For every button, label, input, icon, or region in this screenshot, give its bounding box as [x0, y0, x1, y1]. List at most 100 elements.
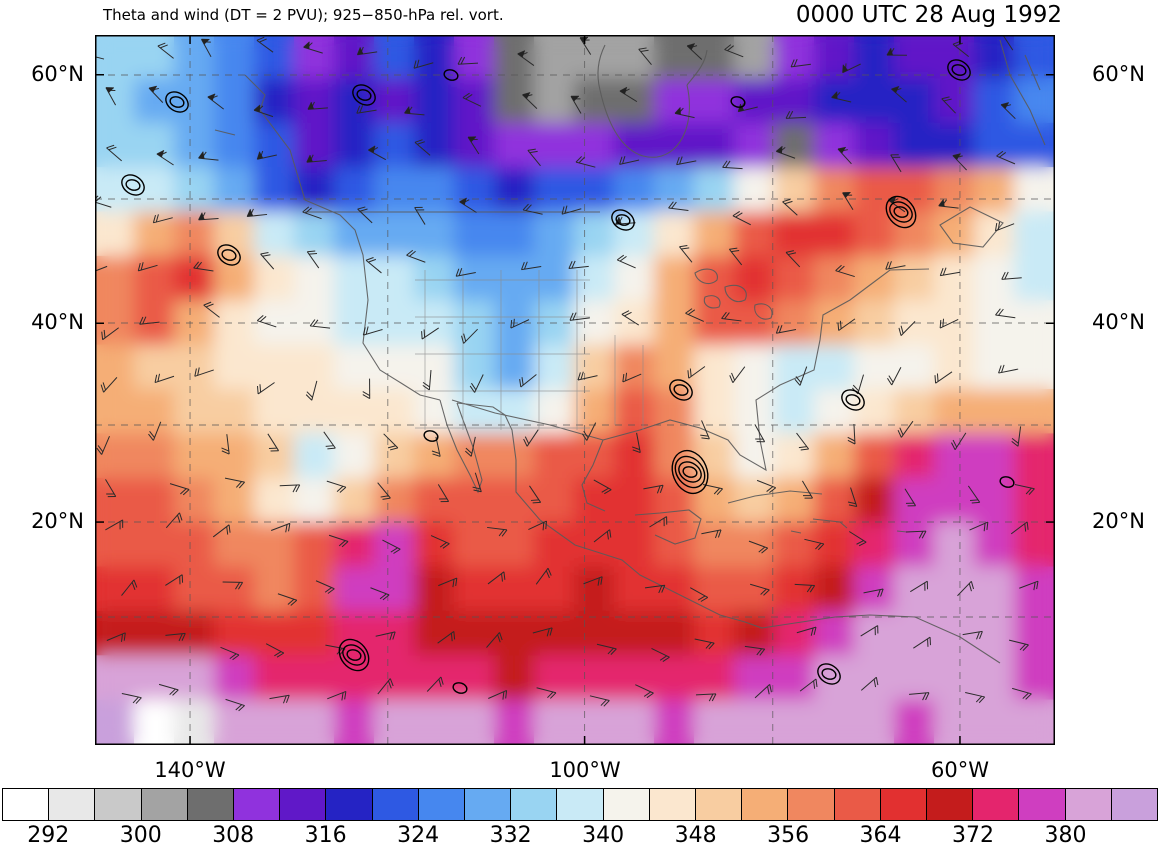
theta-cell — [534, 122, 576, 170]
theta-cell — [974, 300, 1016, 347]
theta-cell — [934, 566, 976, 613]
theta-cell — [214, 699, 256, 745]
wind-barb — [437, 631, 456, 644]
wind-barb — [488, 690, 508, 700]
theta-cell — [294, 655, 336, 702]
barb-tick — [698, 595, 706, 601]
theta-cell — [214, 344, 256, 391]
theta-cell — [734, 433, 776, 480]
theta-cell — [974, 344, 1016, 391]
wind-barb — [158, 683, 179, 696]
theta-cell — [614, 35, 656, 81]
theta-cell — [974, 522, 1016, 569]
wind-barb — [724, 44, 744, 58]
theta-cell — [854, 255, 896, 303]
wind-barb — [307, 101, 328, 110]
barb-tick — [767, 686, 770, 695]
barb-tick — [1036, 581, 1039, 590]
vorticity-contour — [452, 682, 468, 694]
lat-label-20n-left: 20°N — [31, 509, 84, 533]
wind-barb — [847, 423, 856, 445]
theta-cell — [534, 35, 576, 81]
vorticity-contour — [615, 214, 631, 226]
theta-cell — [414, 211, 456, 258]
lat-label-60n-left: 60°N — [31, 62, 84, 86]
barb-tick — [952, 439, 958, 448]
wind-barb — [790, 58, 811, 68]
vorticity-contour — [169, 96, 185, 108]
theta-cell — [654, 566, 696, 613]
barb-tick — [729, 247, 738, 250]
barb-tick — [440, 676, 444, 685]
theta-cell — [414, 255, 456, 303]
barb-tick — [601, 487, 609, 493]
barb-tick — [259, 38, 267, 43]
barb-tick — [336, 485, 344, 493]
theta-cell — [334, 78, 376, 125]
barb-tick — [157, 42, 166, 47]
theta-cell — [374, 699, 416, 745]
colorbar-segment — [326, 789, 373, 820]
theta-cell — [814, 344, 856, 391]
barb-tick — [131, 582, 136, 590]
barb-tick — [918, 531, 924, 539]
barb-tick — [120, 633, 124, 642]
theta-cell — [774, 300, 816, 347]
colorbar-segment — [1065, 789, 1112, 820]
theta-cell — [414, 167, 456, 214]
theta-cell — [734, 610, 776, 658]
theta-cell — [254, 389, 296, 436]
theta-cell — [494, 255, 536, 303]
theta-cell — [134, 255, 176, 303]
barb-tick — [701, 437, 710, 440]
wind-barb — [962, 630, 983, 640]
theta-cell — [614, 655, 656, 702]
theta-cell — [134, 566, 176, 613]
barb-tick — [106, 144, 115, 149]
barb-tick — [875, 677, 879, 686]
colorbar — [2, 788, 1158, 821]
barb-flag — [619, 87, 627, 95]
theta-cell — [294, 699, 336, 745]
barb-tick — [939, 267, 944, 276]
theta-cell — [774, 167, 816, 214]
colorbar-tick-label: 340 — [582, 823, 625, 848]
theta-cell — [294, 255, 336, 303]
theta-cell — [894, 566, 936, 613]
barb-tick — [607, 647, 614, 655]
barb-shaft — [95, 265, 108, 272]
theta-cell — [134, 389, 176, 436]
theta-cell — [95, 699, 136, 745]
barb-flag — [198, 212, 205, 220]
barb-tick — [393, 548, 401, 554]
theta-cell — [934, 477, 976, 525]
barb-tick — [460, 56, 466, 65]
theta-cell — [454, 344, 496, 391]
barb-flag — [687, 43, 695, 50]
wind-barb — [887, 367, 902, 386]
barb-tick — [439, 542, 447, 548]
theta-cell — [734, 78, 776, 125]
theta-cell — [694, 300, 736, 347]
barb-tick — [561, 206, 565, 215]
wind-barb — [951, 432, 967, 450]
theta-cell — [854, 566, 896, 613]
wind-barb — [801, 480, 813, 499]
barb-tick — [197, 367, 200, 376]
wind-barb — [721, 311, 742, 322]
barb-tick — [1026, 521, 1029, 530]
barb-tick — [431, 450, 440, 454]
theta-cell — [894, 433, 936, 480]
barb-tick — [877, 589, 881, 598]
barb-tick — [417, 141, 425, 145]
theta-cell — [534, 522, 576, 569]
vorticity-contour — [845, 394, 861, 406]
barb-tick — [256, 315, 264, 322]
theta-cell — [854, 477, 896, 525]
wind-barb — [994, 221, 1015, 232]
theta-cell — [294, 610, 336, 658]
colorbar-segment — [603, 789, 650, 820]
theta-cell — [854, 78, 896, 125]
wind-barb — [728, 247, 743, 266]
theta-cell — [254, 255, 296, 303]
